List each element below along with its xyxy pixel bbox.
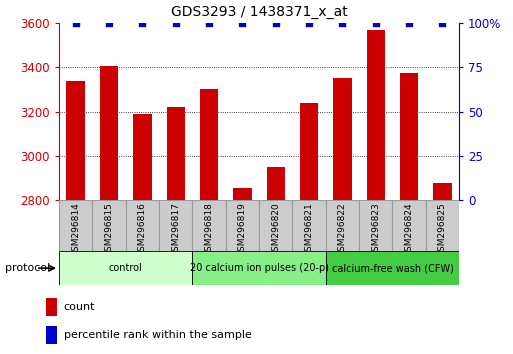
Point [71, 20, 80, 26]
Text: GSM296824: GSM296824 [405, 202, 413, 257]
Bar [100, 66, 118, 200]
Bar [59, 200, 92, 251]
Bar [133, 114, 151, 200]
Text: GSM296816: GSM296816 [138, 202, 147, 257]
Bar [359, 200, 392, 251]
Text: GSM296821: GSM296821 [305, 202, 313, 257]
Bar [367, 30, 385, 200]
Text: percentile rank within the sample: percentile rank within the sample [64, 330, 251, 341]
Bar [200, 89, 218, 200]
Point [138, 20, 146, 26]
Point [205, 20, 213, 26]
Point [405, 20, 413, 26]
Bar [400, 73, 418, 200]
Bar [267, 167, 285, 200]
Text: GSM296814: GSM296814 [71, 202, 80, 257]
Bar [59, 251, 192, 285]
Text: calcium-free wash (CFW): calcium-free wash (CFW) [331, 263, 453, 273]
Point [371, 20, 380, 26]
Bar [67, 80, 85, 200]
Point [438, 20, 446, 26]
Point [105, 20, 113, 26]
Text: GSM296818: GSM296818 [205, 202, 213, 257]
Text: 20 calcium ion pulses (20-p): 20 calcium ion pulses (20-p) [190, 263, 328, 273]
Title: GDS3293 / 1438371_x_at: GDS3293 / 1438371_x_at [171, 5, 347, 19]
Text: GSM296823: GSM296823 [371, 202, 380, 257]
Text: GSM296822: GSM296822 [338, 202, 347, 257]
Text: GSM296825: GSM296825 [438, 202, 447, 257]
Text: GSM296815: GSM296815 [105, 202, 113, 257]
Bar [333, 78, 351, 200]
Bar [46, 326, 57, 344]
Bar [46, 297, 57, 315]
Bar [126, 200, 159, 251]
Bar [392, 200, 426, 251]
Bar [292, 200, 326, 251]
Bar [300, 103, 318, 200]
Bar [426, 200, 459, 251]
Bar [167, 107, 185, 200]
Text: control: control [109, 263, 143, 273]
Bar [159, 200, 192, 251]
Text: GSM296817: GSM296817 [171, 202, 180, 257]
Bar [259, 200, 292, 251]
Bar [226, 200, 259, 251]
Text: protocol: protocol [5, 263, 50, 273]
Text: GSM296820: GSM296820 [271, 202, 280, 257]
Text: GSM296819: GSM296819 [238, 202, 247, 257]
Bar [192, 251, 326, 285]
Bar [326, 200, 359, 251]
Point [271, 20, 280, 26]
Bar [92, 200, 126, 251]
Bar [233, 188, 251, 200]
Bar [326, 251, 459, 285]
Point [338, 20, 346, 26]
Text: count: count [64, 302, 95, 312]
Point [171, 20, 180, 26]
Point [305, 20, 313, 26]
Bar [192, 200, 226, 251]
Point [238, 20, 246, 26]
Bar [433, 183, 451, 200]
